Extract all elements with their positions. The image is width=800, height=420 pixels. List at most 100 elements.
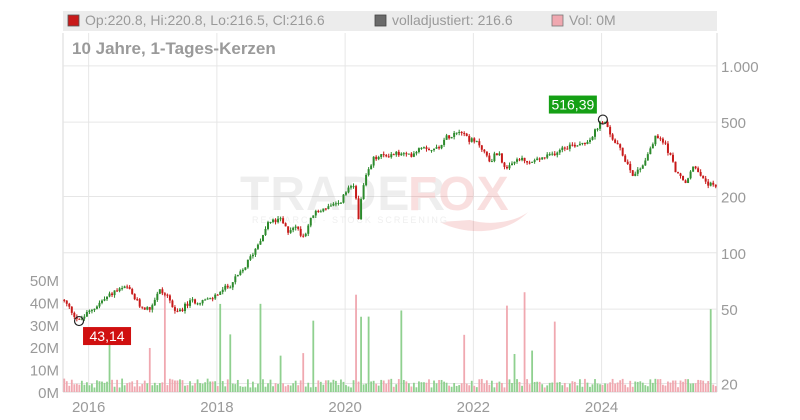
volume-bar	[113, 386, 116, 392]
candle-body	[470, 138, 473, 142]
candle-body	[352, 186, 355, 188]
candle-body	[634, 173, 637, 176]
candle-body	[173, 307, 176, 311]
time-tick-label: 2024	[585, 399, 618, 416]
candle-body	[631, 170, 634, 176]
time-tick-label: 2016	[72, 399, 105, 416]
candle-body	[214, 294, 217, 299]
candle-body	[355, 186, 358, 199]
volume-bar	[639, 381, 642, 392]
candle-body	[578, 143, 581, 146]
candle-body	[289, 230, 292, 233]
candle-body	[284, 223, 287, 227]
volume-tick-label: 40M	[30, 295, 59, 312]
volume-bar	[191, 385, 194, 392]
volume-bar	[335, 380, 337, 392]
candle-body	[204, 299, 207, 301]
chart-subtitle: 10 Jahre, 1-Tages-Kerzen	[72, 39, 276, 58]
candle-body	[596, 128, 599, 130]
candle-body	[566, 148, 569, 150]
candle-body	[304, 233, 307, 237]
volume-bar	[246, 379, 249, 392]
candle-body	[440, 144, 443, 149]
volume-bar	[274, 383, 277, 392]
volume-bar	[460, 383, 463, 392]
candle-body	[692, 166, 695, 172]
volume-bar	[85, 382, 88, 392]
volume-bar	[370, 381, 373, 392]
volume-bar	[475, 387, 478, 392]
volume-bar	[699, 380, 702, 392]
price-tick-label: 100	[721, 246, 746, 263]
volume-bar	[216, 386, 219, 392]
candle-body	[405, 153, 408, 155]
volume-bar	[211, 381, 214, 392]
candle-body	[189, 300, 192, 306]
candle-body	[138, 299, 141, 307]
candle-body	[317, 210, 320, 212]
volume-bar	[350, 387, 352, 392]
candle-body	[500, 153, 503, 163]
candle-body	[513, 161, 516, 164]
volume-bar	[128, 382, 131, 392]
candle-body	[161, 289, 164, 294]
candle-body	[528, 162, 531, 164]
volume-bar	[485, 380, 488, 392]
volume-bar	[118, 387, 121, 392]
candle-body	[671, 154, 674, 162]
candle-body	[128, 286, 131, 290]
candle-body	[714, 184, 717, 187]
candle-body	[95, 306, 98, 309]
candle-body	[684, 180, 687, 183]
candle-body	[453, 133, 456, 137]
candle-body	[385, 155, 388, 157]
volume-bar	[380, 379, 383, 392]
volume-bar	[121, 378, 124, 392]
volume-bar	[267, 383, 269, 392]
volume-bar	[189, 381, 191, 392]
candle-body	[480, 145, 483, 150]
watermark-brand-left: TRADER	[240, 168, 446, 221]
candle-body	[183, 303, 186, 312]
volume-bar	[352, 380, 355, 392]
candle-body	[70, 306, 73, 313]
candle-body	[425, 147, 428, 149]
volume-bar	[606, 383, 609, 392]
candle-body	[241, 269, 244, 272]
candle-body	[254, 248, 257, 255]
candle-body	[226, 285, 229, 288]
volume-bar	[201, 383, 204, 392]
candle-body	[196, 303, 199, 305]
candle-body	[269, 221, 272, 223]
volume-bar	[672, 380, 674, 392]
volume-bar	[594, 379, 596, 392]
volume-bar	[337, 384, 340, 392]
candle-body	[450, 136, 453, 139]
candle-body	[626, 161, 629, 164]
volume-bar	[669, 382, 672, 392]
volume-bar	[596, 383, 599, 392]
candle-body	[98, 302, 101, 307]
volume-bar	[644, 385, 647, 392]
volume-bar	[287, 384, 290, 392]
volume-bar	[171, 379, 174, 392]
volume-bar	[96, 380, 98, 392]
volume-bar	[254, 387, 257, 392]
candle-body	[251, 254, 254, 257]
volume-bar	[531, 350, 534, 392]
candle-body	[206, 298, 209, 300]
volume-bar	[365, 383, 368, 392]
candle-body	[508, 165, 511, 169]
volume-bar	[387, 379, 390, 392]
candle-body	[556, 152, 559, 156]
high-badge-label: 516,39	[551, 97, 594, 113]
volume-bar	[704, 383, 707, 392]
candle-body	[397, 151, 400, 156]
candle-body	[236, 274, 239, 277]
candle-body	[337, 202, 340, 204]
candle-body	[591, 136, 594, 140]
candle-body	[679, 173, 682, 177]
watermark-tagline: RESEARCH · STOCK SCREENING	[252, 215, 449, 225]
volume-bar	[664, 385, 667, 392]
